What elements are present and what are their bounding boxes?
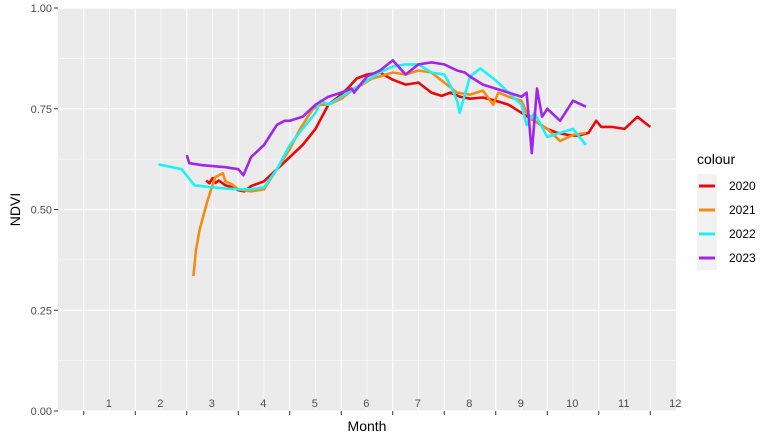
y-tick-label: 0.50 [31, 205, 52, 217]
x-tick-label: 4 [260, 398, 266, 410]
x-tick-label: 9 [518, 398, 524, 410]
x-axis-title: Month [348, 418, 387, 434]
x-tick-label: 10 [566, 398, 578, 410]
x-tick-label: 12 [669, 398, 681, 410]
legend: colour 2020 2021 2022 2023 [697, 151, 756, 270]
series-line-2023 [185, 59, 587, 177]
legend-label: 2020 [729, 179, 756, 193]
x-tick-label: 5 [312, 398, 318, 410]
series-line-2022 [158, 63, 587, 191]
y-axis: 0.00 0.25 0.50 0.75 1.00 [31, 3, 58, 418]
x-tick-label: 1 [106, 398, 112, 410]
series-layer [158, 59, 652, 277]
x-tick-label: 7 [415, 398, 421, 410]
x-tick-label: 8 [466, 398, 472, 410]
y-tick-label: 0.00 [31, 406, 52, 418]
legend-item-2022: 2022 [697, 222, 756, 246]
legend-item-2021: 2021 [697, 198, 756, 222]
y-tick-label: 1.00 [31, 3, 52, 15]
legend-item-2023: 2023 [697, 246, 756, 270]
legend-label: 2022 [729, 227, 756, 241]
y-tick-label: 0.25 [31, 305, 52, 317]
y-axis-title: NDVI [7, 193, 23, 226]
y-tick-label: 0.75 [31, 104, 52, 116]
x-tick-label: 6 [363, 398, 369, 410]
legend-label: 2023 [729, 251, 756, 265]
x-tick-label: 11 [618, 398, 629, 410]
legend-label: 2021 [729, 203, 756, 217]
legend-title: colour [697, 151, 735, 167]
legend-item-2020: 2020 [697, 174, 756, 198]
x-tick-label: 3 [209, 398, 215, 410]
x-tick-label: 2 [157, 398, 163, 410]
x-axis: 1 2 3 4 5 6 7 8 9 10 11 12 [83, 398, 681, 415]
